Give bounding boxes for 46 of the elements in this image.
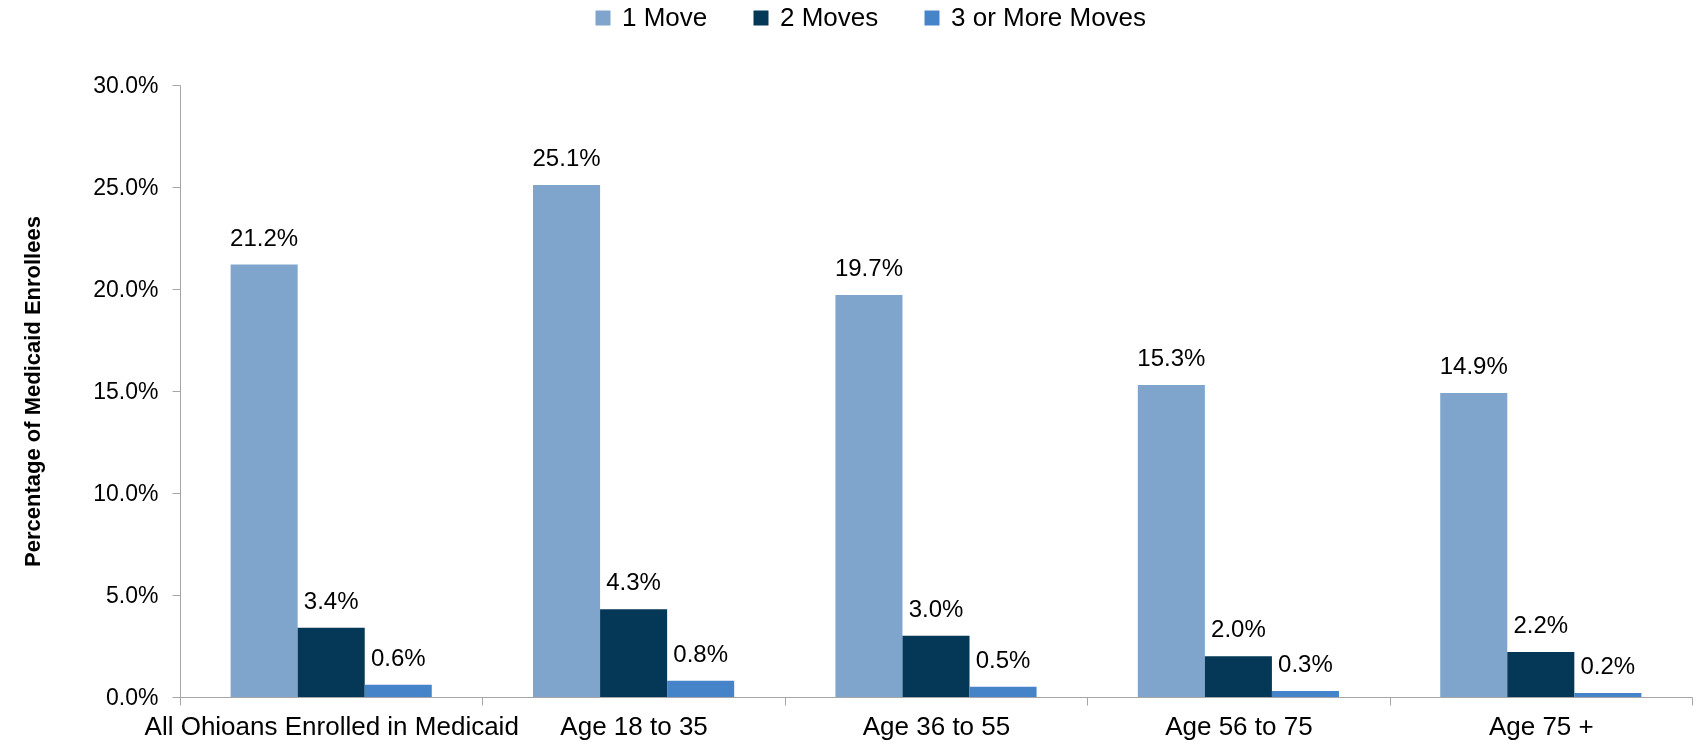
bar xyxy=(230,264,298,697)
data-label: 0.5% xyxy=(975,645,1031,673)
data-label: 2.0% xyxy=(1211,615,1266,643)
y-tick-label: 30.0% xyxy=(93,71,159,98)
bar xyxy=(600,609,668,697)
data-label: 0.6% xyxy=(370,643,426,671)
y-tick-label: 0.0% xyxy=(106,683,159,710)
bar xyxy=(1204,656,1272,697)
legend-label: 3 or More Moves xyxy=(951,2,1147,32)
data-label: 4.3% xyxy=(606,568,661,596)
x-tick-label: Age 36 to 55 xyxy=(862,710,1011,741)
x-tick-label: Age 75 + xyxy=(1488,710,1594,741)
data-label: 0.8% xyxy=(673,639,728,667)
data-label: 14.9% xyxy=(1439,352,1508,380)
bar xyxy=(1440,393,1508,697)
bar xyxy=(969,686,1037,697)
data-label: 21.2% xyxy=(230,223,299,251)
bar xyxy=(835,295,903,697)
data-label: 25.1% xyxy=(532,143,601,171)
bar xyxy=(1137,384,1205,697)
legend-label: 1 Move xyxy=(622,2,708,32)
y-axis-title: Percentage of Medicaid Enrollees xyxy=(20,216,46,567)
data-label: 0.3% xyxy=(1278,649,1333,677)
x-tick-label: Age 56 to 75 xyxy=(1165,710,1313,741)
bar xyxy=(364,684,432,697)
legend-label: 2 Moves xyxy=(780,2,879,32)
data-label: 0.2% xyxy=(1580,651,1636,679)
data-label: 19.7% xyxy=(834,254,903,282)
bar xyxy=(1574,692,1642,697)
y-tick-label: 15.0% xyxy=(93,377,159,404)
bar xyxy=(1507,652,1575,697)
y-tick-label: 25.0% xyxy=(93,173,159,200)
data-label: 3.0% xyxy=(908,594,964,622)
bar xyxy=(1271,690,1339,697)
bar xyxy=(667,680,735,697)
data-label: 2.2% xyxy=(1513,611,1569,639)
bar xyxy=(902,635,970,697)
y-tick-label: 10.0% xyxy=(93,479,159,506)
bar xyxy=(533,184,601,697)
y-tick-label: 5.0% xyxy=(106,581,159,608)
x-tick-label: All Ohioans Enrolled in Medicaid xyxy=(144,710,519,741)
data-label: 3.4% xyxy=(303,586,359,614)
bar xyxy=(297,627,365,697)
y-tick-label: 20.0% xyxy=(93,275,159,302)
data-label: 15.3% xyxy=(1137,343,1206,371)
x-tick-label: Age 18 to 35 xyxy=(560,710,708,741)
